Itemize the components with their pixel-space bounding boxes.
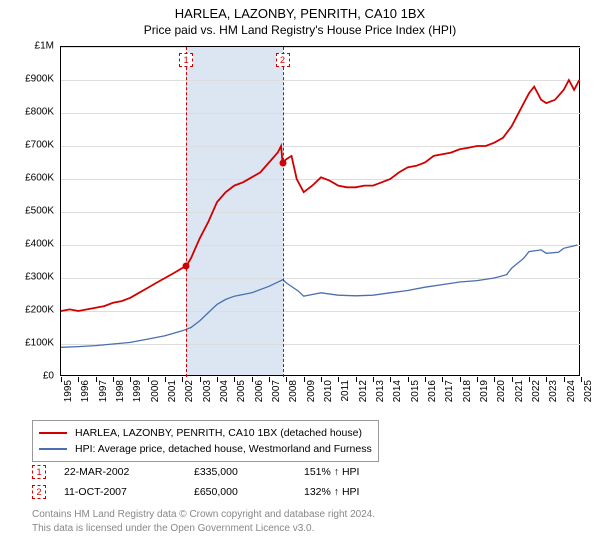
x-tick-label: 2020 xyxy=(496,380,507,420)
x-tick-label: 1999 xyxy=(132,380,143,420)
x-tick-label: 2013 xyxy=(375,380,386,420)
y-tick-label: £300K xyxy=(4,272,54,283)
x-tick-label: 2014 xyxy=(392,380,403,420)
event-hpi: 132% ↑ HPI xyxy=(304,486,414,498)
legend-item: HARLEA, LAZONBY, PENRITH, CA10 1BX (deta… xyxy=(39,425,372,441)
series-lines xyxy=(61,47,581,377)
credits: Contains HM Land Registry data © Crown c… xyxy=(32,508,375,536)
x-tick-label: 2001 xyxy=(167,380,178,420)
x-tick-label: 2008 xyxy=(288,380,299,420)
y-tick-label: £400K xyxy=(4,239,54,250)
event-price: £650,000 xyxy=(194,486,304,498)
x-tick-label: 2005 xyxy=(236,380,247,420)
x-tick-label: 2010 xyxy=(323,380,334,420)
x-tick-label: 2004 xyxy=(219,380,230,420)
x-tick-label: 2003 xyxy=(202,380,213,420)
x-tick-label: 2015 xyxy=(410,380,421,420)
y-tick-label: £700K xyxy=(4,140,54,151)
y-tick-label: £0 xyxy=(4,371,54,382)
x-tick-label: 2000 xyxy=(150,380,161,420)
plot-area: 12 xyxy=(60,46,580,376)
event-marker-box: 1 xyxy=(179,53,193,67)
legend: HARLEA, LAZONBY, PENRITH, CA10 1BX (deta… xyxy=(32,420,379,462)
event-marker-box: 2 xyxy=(276,53,290,67)
x-tick-label: 2011 xyxy=(340,380,351,420)
x-tick-label: 2009 xyxy=(306,380,317,420)
event-hpi: 151% ↑ HPI xyxy=(304,466,414,478)
event-marker-dot xyxy=(279,159,286,166)
x-tick-label: 1996 xyxy=(80,380,91,420)
event-date: 22-MAR-2002 xyxy=(64,466,194,478)
legend-item: HPI: Average price, detached house, West… xyxy=(39,441,372,457)
event-index-box: 1 xyxy=(32,465,46,479)
x-tick-label: 2021 xyxy=(514,380,525,420)
y-tick-label: £100K xyxy=(4,338,54,349)
x-tick-label: 2023 xyxy=(548,380,559,420)
x-tick-label: 2024 xyxy=(566,380,577,420)
y-tick-label: £600K xyxy=(4,173,54,184)
events-table: 1 22-MAR-2002£335,000151% ↑ HPI 2 11-OCT-20… xyxy=(32,462,414,502)
event-index-box: 2 xyxy=(32,485,46,499)
legend-swatch xyxy=(39,448,67,450)
x-tick-label: 2007 xyxy=(271,380,282,420)
y-tick-label: £900K xyxy=(4,74,54,85)
x-tick-label: 1998 xyxy=(115,380,126,420)
x-tick-label: 2012 xyxy=(358,380,369,420)
legend-swatch xyxy=(39,432,67,434)
y-tick-label: £800K xyxy=(4,107,54,118)
y-tick-label: £500K xyxy=(4,206,54,217)
x-tick-label: 2017 xyxy=(444,380,455,420)
y-tick-label: £200K xyxy=(4,305,54,316)
legend-label: HPI: Average price, detached house, West… xyxy=(75,441,372,457)
x-tick-label: 1995 xyxy=(63,380,74,420)
event-marker-dot xyxy=(183,263,190,270)
x-tick-label: 2019 xyxy=(479,380,490,420)
credits-line-2: This data is licensed under the Open Gov… xyxy=(32,522,375,536)
x-tick-label: 2002 xyxy=(184,380,195,420)
x-tick-label: 2022 xyxy=(531,380,542,420)
series-line xyxy=(61,245,578,347)
event-row: 2 11-OCT-2007£650,000132% ↑ HPI xyxy=(32,482,414,502)
x-tick-label: 2025 xyxy=(583,380,594,420)
x-tick-label: 2018 xyxy=(462,380,473,420)
chart-title: HARLEA, LAZONBY, PENRITH, CA10 1BX xyxy=(0,0,600,21)
x-tick-label: 2006 xyxy=(254,380,265,420)
x-tick-label: 1997 xyxy=(98,380,109,420)
event-row: 1 22-MAR-2002£335,000151% ↑ HPI xyxy=(32,462,414,482)
y-tick-label: £1M xyxy=(4,41,54,52)
event-price: £335,000 xyxy=(194,466,304,478)
event-date: 11-OCT-2007 xyxy=(64,486,194,498)
credits-line-1: Contains HM Land Registry data © Crown c… xyxy=(32,508,375,522)
legend-label: HARLEA, LAZONBY, PENRITH, CA10 1BX (deta… xyxy=(75,425,362,441)
chart-subtitle: Price paid vs. HM Land Registry's House … xyxy=(0,21,600,43)
x-tick-label: 2016 xyxy=(427,380,438,420)
